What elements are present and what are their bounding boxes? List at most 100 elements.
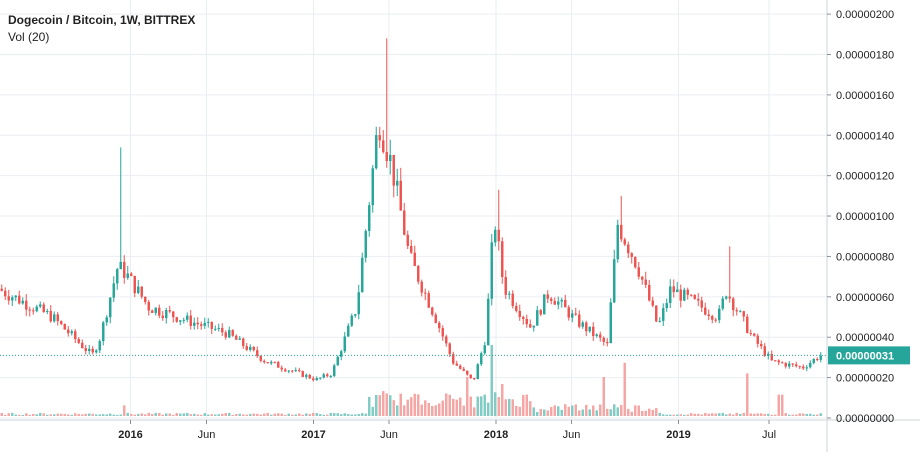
candle-body: [326, 374, 329, 377]
candle-body: [781, 362, 784, 364]
volume-bar: [777, 394, 780, 416]
candle-body: [305, 374, 308, 377]
time-axis[interactable]: 2016 Jun 2017 Jun 2018 Jun 2019 Jul: [118, 420, 776, 441]
volume-bar: [466, 376, 469, 416]
candle-body: [420, 281, 423, 293]
volume-bar: [200, 414, 203, 416]
candle-body: [494, 229, 497, 243]
candle-body: [501, 241, 504, 278]
y-tick-label: 0.00000120: [836, 171, 894, 183]
candle-body: [196, 322, 199, 325]
volume-bar: [581, 409, 584, 416]
candle-body: [462, 368, 465, 371]
volume-bar: [84, 413, 87, 416]
volume-bar: [35, 414, 38, 416]
candle-body: [413, 252, 416, 267]
volume-bar: [403, 405, 406, 416]
candle-body: [543, 294, 546, 315]
candle-body: [756, 335, 759, 344]
candle-body: [567, 307, 570, 318]
candle-body: [627, 244, 630, 254]
candle-body: [21, 300, 24, 304]
volume-bar: [515, 405, 518, 416]
candle-body: [452, 354, 455, 364]
volume-bar: [543, 409, 546, 416]
volume-bar: [809, 413, 812, 416]
candle-body: [487, 298, 490, 346]
candle-body: [665, 303, 668, 309]
volume-bar: [504, 399, 507, 416]
candle-body: [434, 314, 437, 323]
candle-body: [735, 310, 738, 312]
volume-bar: [525, 394, 528, 416]
volume-bar: [284, 414, 287, 416]
volume-bar: [564, 404, 567, 416]
volume-bar: [798, 413, 801, 416]
candle-body: [805, 367, 808, 369]
volume-bar: [256, 413, 259, 416]
price-axis[interactable]: 0.00000200 0.00000180 0.00000160 0.00000140…: [827, 9, 894, 425]
candle-body: [175, 317, 178, 322]
volume-bar: [350, 414, 353, 416]
grid: [0, 0, 827, 420]
volume-bar: [301, 414, 304, 416]
candle-body: [784, 363, 787, 367]
candle-body: [256, 350, 259, 356]
candle-body: [168, 310, 171, 312]
volume-bar: [665, 414, 668, 416]
candle-body: [91, 348, 94, 353]
candle-body: [210, 321, 213, 329]
candle-body: [361, 257, 364, 293]
volume-bar: [28, 414, 31, 416]
candle-body: [119, 261, 122, 270]
volume-bar: [539, 408, 542, 416]
y-tick-label: 0.00000160: [836, 90, 894, 102]
candle-body: [28, 309, 31, 311]
volume-bar: [375, 395, 378, 416]
volume-bar: [469, 396, 472, 416]
candle-body: [56, 314, 59, 322]
candle-body: [399, 180, 402, 211]
volume-bar: [690, 413, 693, 416]
candle-body: [389, 154, 392, 162]
volume-bar: [620, 404, 623, 416]
volume-bar: [315, 413, 318, 416]
volume-bar: [165, 413, 168, 416]
volume-bar: [224, 413, 227, 416]
volume-bar: [609, 409, 612, 416]
volume-bar: [389, 395, 392, 416]
candle-body: [147, 301, 150, 311]
volume-bar: [476, 396, 479, 416]
volume-bar: [32, 413, 35, 416]
volume-bar: [480, 396, 483, 416]
volume-bar: [781, 394, 784, 416]
volume-bar: [721, 412, 724, 416]
candle-body: [539, 310, 542, 315]
candle-body: [7, 296, 10, 301]
candle-body: [179, 320, 182, 322]
x-tick-label: Jun: [198, 429, 216, 441]
y-tick-label: 0.00000040: [836, 332, 894, 344]
volume-bar: [445, 393, 448, 416]
candle-body: [522, 317, 525, 319]
candle-body: [697, 298, 700, 301]
candle-body: [473, 377, 476, 380]
volume-bar: [70, 414, 73, 416]
volume-bar: [714, 413, 717, 416]
y-tick-label: 0.00000140: [836, 130, 894, 142]
volume-bar: [417, 394, 420, 416]
volume-bar: [336, 413, 339, 416]
volume-bar: [77, 413, 80, 416]
volume-bar: [641, 410, 644, 416]
volume-bar: [532, 407, 535, 416]
candle-body: [424, 292, 427, 294]
candle-body: [742, 311, 745, 317]
candle-body: [126, 273, 129, 278]
volume-bar: [550, 407, 553, 416]
volume-bar: [637, 405, 640, 416]
volume-bar: [756, 413, 759, 416]
volume-bar: [441, 400, 444, 416]
candle-body: [252, 346, 255, 351]
